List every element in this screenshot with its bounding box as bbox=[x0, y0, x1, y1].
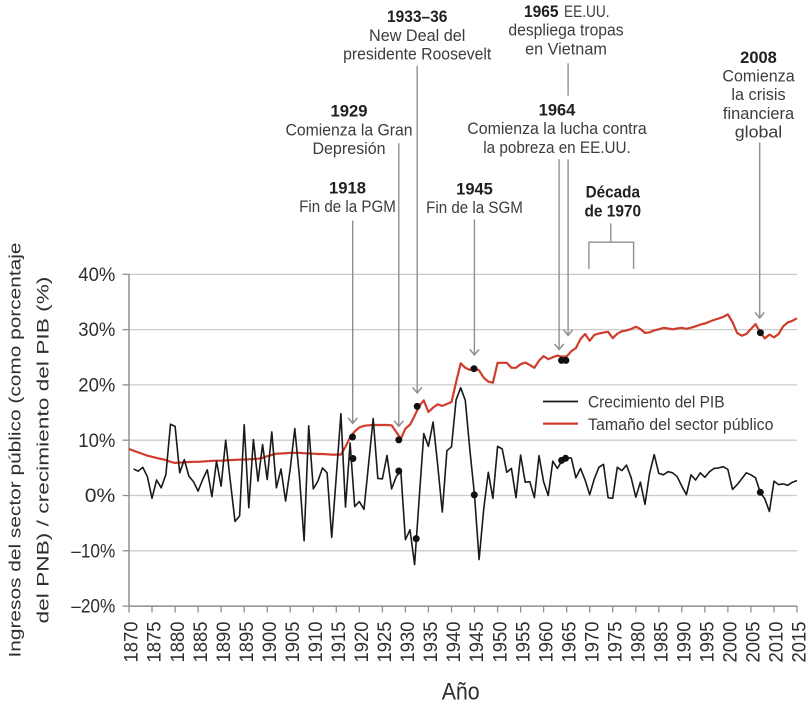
svg-text:0%: 0% bbox=[85, 486, 116, 507]
svg-text:de 1970: de 1970 bbox=[585, 201, 642, 220]
svg-text:Crecimiento del PIB: Crecimiento del PIB bbox=[588, 393, 725, 412]
svg-text:la pobreza en EE.UU.: la pobreza en EE.UU. bbox=[483, 138, 631, 157]
svg-text:EE.UU.: EE.UU. bbox=[564, 2, 610, 21]
svg-text:1980: 1980 bbox=[629, 622, 650, 663]
svg-text:2005: 2005 bbox=[744, 622, 765, 663]
svg-text:del PNB) / crecimiento del PIB: del PNB) / crecimiento del PIB (%) bbox=[34, 277, 53, 624]
svg-text:1875: 1875 bbox=[145, 622, 166, 663]
svg-text:New Deal del: New Deal del bbox=[369, 26, 465, 45]
svg-text:2015: 2015 bbox=[790, 622, 810, 663]
svg-text:Fin de la PGM: Fin de la PGM bbox=[299, 197, 396, 216]
svg-text:1940: 1940 bbox=[444, 622, 465, 663]
svg-text:1955: 1955 bbox=[513, 622, 534, 663]
svg-text:1975: 1975 bbox=[605, 622, 626, 663]
svg-text:1933–36: 1933–36 bbox=[387, 7, 447, 26]
svg-text:40%: 40% bbox=[78, 265, 115, 286]
svg-text:financiera: financiera bbox=[723, 104, 795, 123]
svg-text:1935: 1935 bbox=[421, 622, 442, 663]
svg-text:Ingresos del sector público (c: Ingresos del sector público (como porcen… bbox=[6, 243, 25, 658]
svg-text:Tamaño del sector público: Tamaño del sector público bbox=[588, 415, 774, 434]
svg-text:1895: 1895 bbox=[237, 622, 258, 663]
svg-text:2000: 2000 bbox=[721, 622, 742, 663]
svg-text:Depresión: Depresión bbox=[312, 139, 385, 158]
svg-text:1930: 1930 bbox=[398, 622, 419, 663]
svg-text:1910: 1910 bbox=[306, 622, 327, 663]
svg-text:1880: 1880 bbox=[168, 622, 189, 663]
svg-text:en Vietnam: en Vietnam bbox=[525, 39, 607, 58]
svg-text:30%: 30% bbox=[78, 320, 115, 341]
svg-text:1915: 1915 bbox=[329, 622, 350, 663]
svg-text:1945: 1945 bbox=[456, 180, 493, 199]
svg-text:–20%: –20% bbox=[71, 597, 115, 618]
svg-text:Año: Año bbox=[442, 679, 480, 706]
svg-text:Comienza la lucha contra: Comienza la lucha contra bbox=[467, 119, 647, 138]
svg-text:1920: 1920 bbox=[352, 622, 373, 663]
svg-text:20%: 20% bbox=[78, 376, 115, 397]
svg-text:Comienza: Comienza bbox=[722, 67, 795, 86]
svg-text:Década: Década bbox=[586, 183, 641, 202]
svg-text:1960: 1960 bbox=[536, 622, 557, 663]
svg-text:1990: 1990 bbox=[675, 622, 696, 663]
svg-text:1995: 1995 bbox=[698, 622, 719, 663]
svg-text:1929: 1929 bbox=[331, 102, 368, 121]
svg-text:1870: 1870 bbox=[122, 622, 143, 663]
svg-text:1950: 1950 bbox=[490, 622, 511, 663]
svg-text:1905: 1905 bbox=[283, 622, 304, 663]
svg-text:global: global bbox=[735, 123, 783, 142]
svg-text:1964: 1964 bbox=[539, 101, 576, 120]
svg-text:1970: 1970 bbox=[582, 622, 603, 663]
svg-text:Fin de la SGM: Fin de la SGM bbox=[426, 198, 523, 217]
svg-text:2010: 2010 bbox=[767, 622, 788, 663]
svg-text:10%: 10% bbox=[78, 431, 115, 452]
svg-text:despliega tropas: despliega tropas bbox=[508, 21, 623, 40]
svg-text:2008: 2008 bbox=[740, 48, 777, 67]
svg-text:1890: 1890 bbox=[214, 622, 235, 663]
svg-text:1885: 1885 bbox=[191, 622, 212, 663]
svg-text:Comienza la Gran: Comienza la Gran bbox=[285, 120, 412, 139]
svg-text:1925: 1925 bbox=[375, 622, 396, 663]
svg-text:1985: 1985 bbox=[652, 622, 673, 663]
svg-text:la crisis: la crisis bbox=[731, 85, 785, 104]
svg-text:1900: 1900 bbox=[260, 622, 281, 663]
svg-text:1945: 1945 bbox=[467, 622, 488, 663]
svg-text:1965: 1965 bbox=[559, 622, 580, 663]
svg-text:1918: 1918 bbox=[329, 178, 366, 197]
svg-text:presidente Roosevelt: presidente Roosevelt bbox=[343, 45, 491, 64]
svg-text:–10%: –10% bbox=[71, 541, 115, 562]
svg-text:1965: 1965 bbox=[524, 2, 559, 21]
